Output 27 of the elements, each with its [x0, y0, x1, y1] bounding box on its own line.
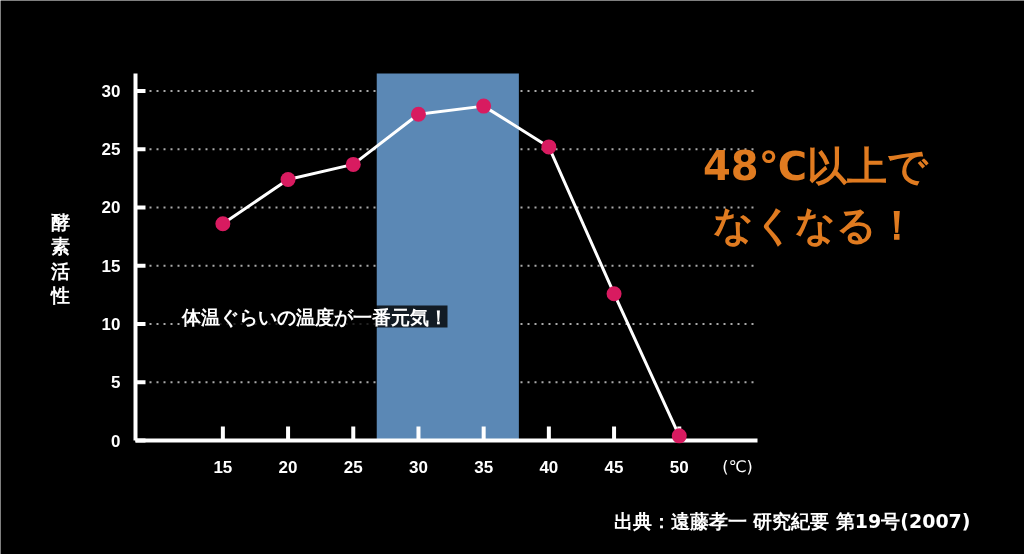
point	[410, 106, 426, 122]
source-note: 出典：遠藤孝一 研究紀要 第19号(2007)	[613, 509, 971, 532]
point	[541, 139, 557, 155]
annotation: 48℃以上でなくなる！	[702, 142, 930, 249]
x-tick-label: 45	[604, 457, 624, 477]
x-tick-label: 20	[278, 457, 298, 477]
y-tick-label: 25	[101, 140, 121, 160]
point	[280, 172, 296, 188]
point	[215, 216, 231, 232]
x-tick-label: 15	[213, 457, 233, 477]
point	[345, 156, 361, 172]
annotation: 体温ぐらいの温度が一番元気！	[180, 305, 448, 328]
y-tick-label: 30	[101, 81, 121, 101]
point	[476, 98, 492, 114]
point	[606, 286, 622, 302]
y-axis-title: 酵素活性	[50, 211, 70, 306]
x-axis-title: (℃)	[722, 457, 753, 476]
x-tick-label: 35	[474, 457, 494, 477]
y-tick-label: 10	[101, 314, 121, 334]
y-tick-label: 5	[111, 373, 121, 393]
y-tick-label: 20	[101, 198, 121, 218]
x-tick-label: 50	[669, 457, 689, 477]
x-tick-label: 40	[539, 457, 559, 477]
y-tick-label: 15	[101, 256, 121, 276]
y-tick-label: 0	[111, 431, 121, 451]
x-tick-label: 30	[409, 457, 428, 477]
x-tick-label: 25	[343, 457, 363, 477]
